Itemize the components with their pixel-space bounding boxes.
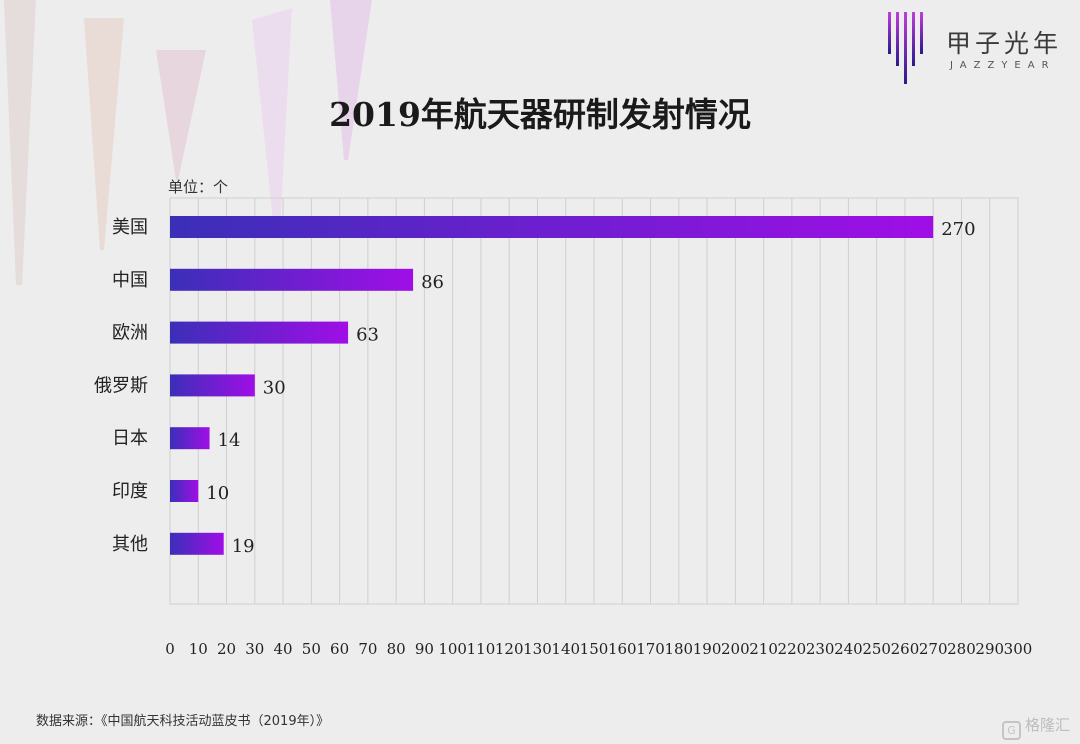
chart-title: 2019年航天器研制发射情况 [329,95,751,134]
x-tick-label: 290 [975,640,1004,658]
x-tick-label: 240 [834,640,863,658]
category-label: 中国 [112,270,148,291]
watermark-icon: G [1001,721,1021,740]
decorative-background [4,0,372,285]
data-label: 270 [941,219,975,240]
bar-chart: 0 10 20 30 40 50 60 70 80 90 100 110 120 130 140 150 160… [94,197,1033,658]
x-tick-label: 170 [636,640,665,658]
x-tick-label: 300 [1004,640,1033,658]
x-tick-label: 90 [415,640,434,658]
brand-logo: 甲子光年 JAZZYEAR [886,10,1066,86]
category-label: 印度 [112,481,148,502]
data-label: 14 [218,430,241,451]
x-tick-label: 50 [302,640,321,658]
x-tick-label: 40 [274,640,293,658]
x-tick-label: 60 [330,640,349,658]
data-label: 10 [206,483,229,504]
x-tick-label: 180 [664,640,693,658]
x-tick-label: 270 [919,640,948,658]
x-tick-label: 160 [608,640,637,658]
x-tick-label: 220 [778,640,807,658]
x-tick-label: 210 [749,640,778,658]
category-label: 美国 [112,217,148,238]
category-label: 欧洲 [112,323,148,344]
logo-chinese-text: 甲子光年 [946,29,1063,58]
unit-label: 单位：个 [168,178,229,196]
x-tick-label: 110 [467,640,496,658]
bar [170,532,224,555]
x-tick-label: 230 [806,640,835,658]
x-tick-label: 150 [580,640,609,658]
watermark: G 格隆汇 [1001,714,1070,740]
x-tick-label: 80 [387,640,406,658]
logo-english-text: JAZZYEAR [950,60,1056,71]
data-source-note: 数据来源：《中国航天科技活动蓝皮书（2019年）》 [36,714,330,729]
logo-mark-icon [888,12,923,84]
data-label: 86 [421,272,444,293]
x-tick-label: 0 [165,640,175,658]
x-tick-label: 120 [495,640,524,658]
category-label: 俄罗斯 [94,375,148,396]
x-tick-label: 260 [891,640,920,658]
x-tick-label: 130 [523,640,552,658]
bar [170,321,349,344]
x-tick-label: 140 [551,640,580,658]
bar [170,216,934,238]
x-tick-label: 250 [862,640,891,658]
x-tick-label: 70 [358,640,377,658]
data-label: 63 [356,325,379,346]
x-tick-label: 10 [189,640,208,658]
data-label: 30 [263,377,286,398]
x-tick-label: 30 [245,640,264,658]
bar [170,480,199,502]
category-label: 其他 [112,534,148,555]
bar [170,374,255,397]
bar [170,268,414,291]
category-label: 日本 [112,428,148,449]
x-tick-label: 200 [721,640,750,658]
data-label: 19 [232,536,255,557]
x-tick-label: 280 [947,640,976,658]
x-tick-label: 100 [438,640,467,658]
x-tick-label: 20 [217,640,236,658]
watermark-text: 格隆汇 [1024,716,1070,734]
x-tick-label: 190 [693,640,722,658]
bar [170,427,210,450]
